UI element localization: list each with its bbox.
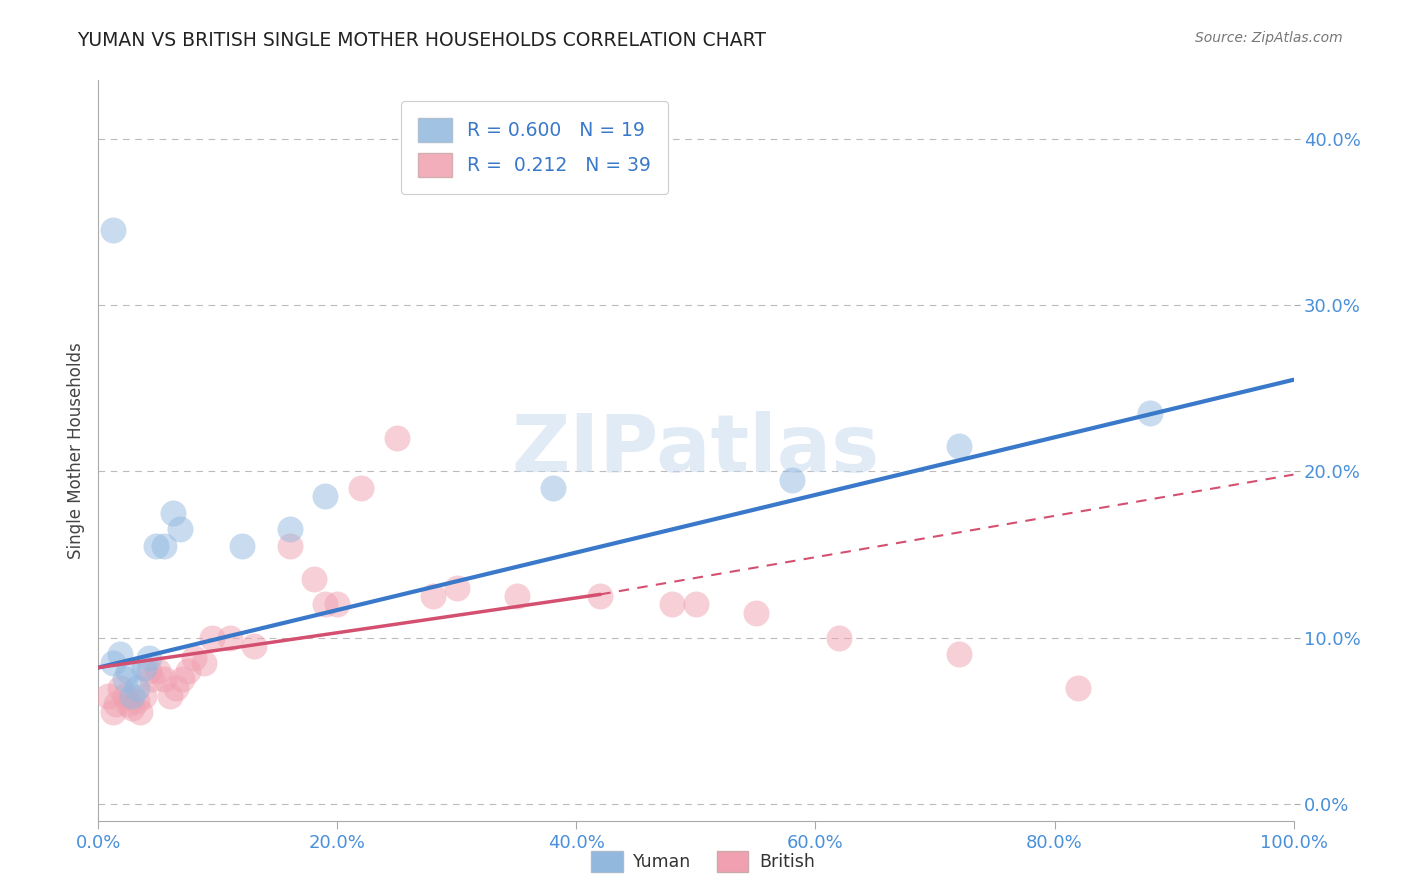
- Point: [350, 481, 373, 495]
- Point: [138, 650, 160, 665]
- Point: [165, 681, 187, 695]
- Legend: R = 0.600   N = 19, R =  0.212   N = 39: R = 0.600 N = 19, R = 0.212 N = 39: [402, 101, 668, 194]
- Point: [1139, 406, 1161, 420]
- Point: [177, 664, 200, 678]
- Point: [141, 672, 163, 686]
- Text: Source: ZipAtlas.com: Source: ZipAtlas.com: [1195, 31, 1343, 45]
- Point: [169, 523, 191, 537]
- Point: [101, 706, 124, 720]
- Point: [589, 589, 612, 603]
- Legend: Yuman, British: Yuman, British: [585, 844, 821, 879]
- Point: [385, 431, 409, 445]
- Point: [121, 689, 143, 703]
- Point: [201, 631, 224, 645]
- Point: [828, 631, 851, 645]
- Point: [948, 647, 970, 661]
- Point: [1067, 681, 1090, 695]
- Point: [108, 681, 131, 695]
- Point: [108, 647, 131, 661]
- Point: [172, 672, 194, 686]
- Point: [243, 639, 266, 653]
- Point: [159, 689, 181, 703]
- Point: [745, 606, 768, 620]
- Point: [121, 700, 143, 714]
- Point: [138, 664, 160, 678]
- Point: [101, 223, 124, 237]
- Point: [278, 523, 301, 537]
- Point: [780, 473, 803, 487]
- Point: [148, 664, 170, 678]
- Point: [114, 672, 136, 686]
- Point: [948, 439, 970, 453]
- Point: [117, 664, 139, 678]
- Point: [446, 581, 468, 595]
- Point: [231, 539, 253, 553]
- Point: [117, 697, 139, 711]
- Point: [97, 689, 120, 703]
- Point: [422, 589, 444, 603]
- Point: [326, 598, 349, 612]
- Point: [153, 672, 176, 686]
- Point: [129, 706, 152, 720]
- Point: [101, 656, 124, 670]
- Point: [219, 631, 242, 645]
- Point: [132, 660, 155, 674]
- Point: [315, 489, 337, 503]
- Point: [125, 681, 148, 695]
- Point: [125, 694, 148, 708]
- Point: [506, 589, 529, 603]
- Point: [162, 506, 184, 520]
- Text: YUMAN VS BRITISH SINGLE MOTHER HOUSEHOLDS CORRELATION CHART: YUMAN VS BRITISH SINGLE MOTHER HOUSEHOLD…: [77, 31, 766, 50]
- Point: [145, 539, 167, 553]
- Point: [183, 650, 205, 665]
- Point: [278, 539, 301, 553]
- Y-axis label: Single Mother Households: Single Mother Households: [66, 343, 84, 558]
- Point: [315, 598, 337, 612]
- Text: ZIPatlas: ZIPatlas: [512, 411, 880, 490]
- Point: [153, 539, 176, 553]
- Point: [132, 689, 155, 703]
- Point: [541, 481, 564, 495]
- Point: [661, 598, 683, 612]
- Point: [685, 598, 707, 612]
- Point: [114, 689, 136, 703]
- Point: [193, 656, 215, 670]
- Point: [105, 697, 128, 711]
- Point: [302, 573, 325, 587]
